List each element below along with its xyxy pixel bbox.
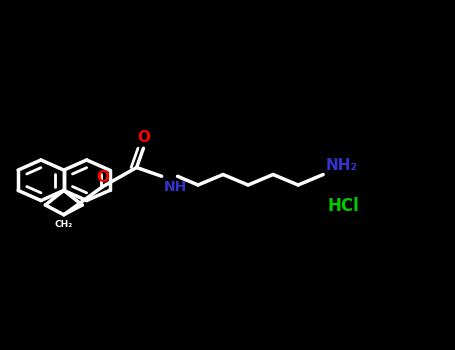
Text: NH₂: NH₂ <box>325 158 358 173</box>
Text: O: O <box>137 131 150 146</box>
Text: NH: NH <box>164 180 187 194</box>
Text: CH₂: CH₂ <box>55 220 73 229</box>
Text: HCl: HCl <box>328 197 359 215</box>
Text: O: O <box>96 170 109 185</box>
